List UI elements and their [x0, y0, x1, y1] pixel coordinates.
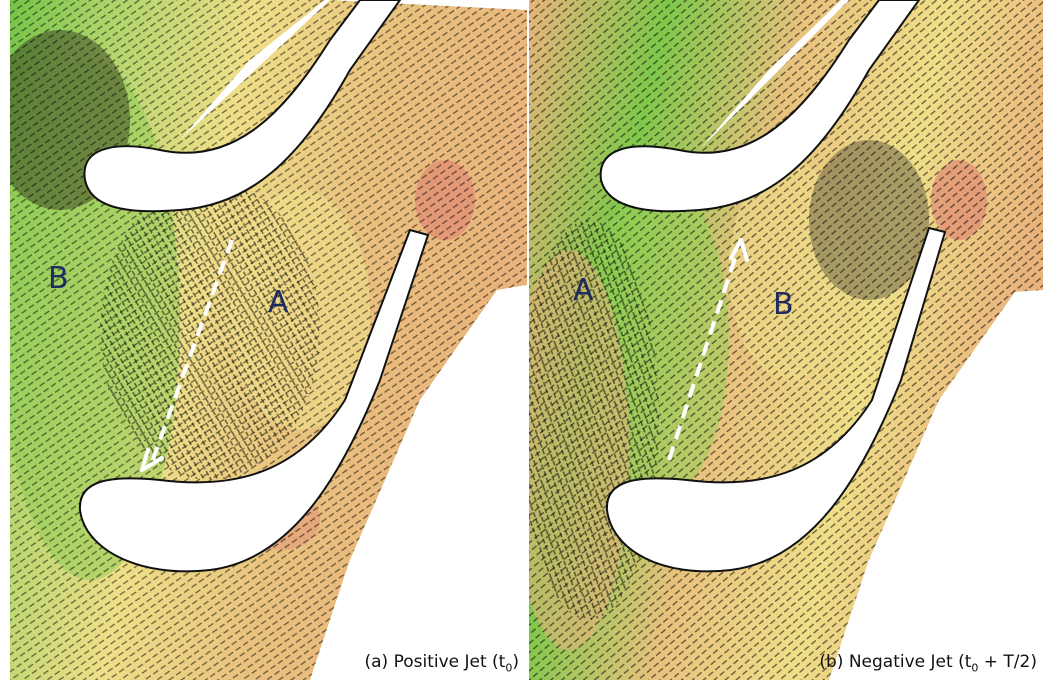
- jet-arrow-a: [150, 239, 234, 463]
- region-label-left: A: [573, 273, 594, 308]
- caption-a-suffix: ): [512, 652, 519, 673]
- panel-divider: [527, 0, 529, 680]
- panel-negative-jet: A B (b) Negative Jet (t0 + T/2): [529, 0, 1043, 680]
- caption-a-subscript: 0: [505, 661, 513, 675]
- caption-b-suffix: + T/2): [978, 652, 1037, 673]
- region-label-left: B: [48, 261, 69, 296]
- caption-b-subscript: 0: [971, 661, 979, 675]
- caption-b-prefix: (b) Negative Jet (t: [819, 652, 972, 673]
- flow-field-a: [10, 0, 527, 680]
- region-label-right: A: [268, 285, 289, 320]
- caption-b: (b) Negative Jet (t0 + T/2): [819, 651, 1037, 676]
- outlet-region-a: [310, 285, 527, 680]
- caption-a: (a) Positive Jet (t0): [364, 651, 519, 676]
- lower-blade-b: [605, 226, 947, 573]
- caption-a-prefix: (a) Positive Jet (t: [364, 652, 506, 673]
- upper-blade-a: [83, 0, 402, 213]
- outlet-region-b: [829, 290, 1043, 680]
- upper-blade-b: [599, 0, 921, 213]
- jet-arrowhead-b: [729, 238, 749, 262]
- flow-field-b: [529, 0, 1043, 680]
- jet-arrow-b: [667, 251, 739, 461]
- panel-positive-jet: B A (a) Positive Jet (t0): [10, 0, 527, 680]
- lower-blade-a: [78, 228, 430, 573]
- jet-arrowhead-a: [140, 448, 164, 472]
- region-label-right: B: [773, 287, 794, 322]
